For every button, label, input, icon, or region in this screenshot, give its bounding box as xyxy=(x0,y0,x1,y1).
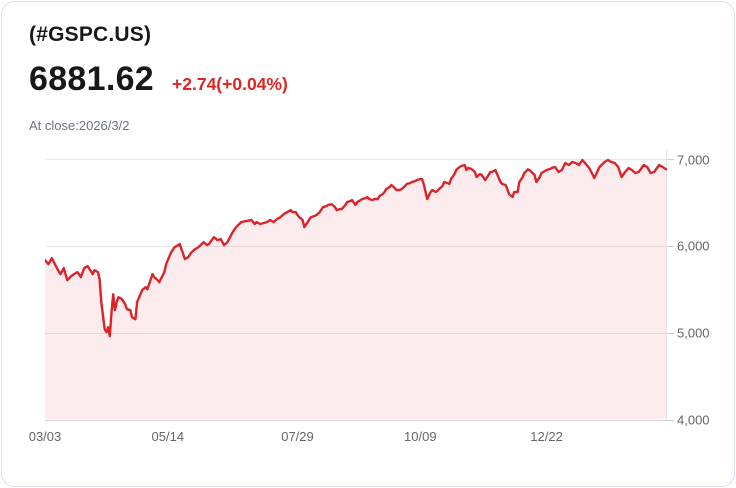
y-axis-label: 5,000 xyxy=(677,325,710,341)
y-gridline xyxy=(45,245,666,247)
x-axis-label: 10/09 xyxy=(404,428,437,444)
as-of-close: At close:2026/3/2 xyxy=(29,118,130,133)
x-axis-label: 05/14 xyxy=(151,428,185,444)
last-price: 6881.62 xyxy=(29,60,155,98)
y-axis-tick xyxy=(666,419,674,421)
chart-canvas xyxy=(45,158,668,420)
y-gridline xyxy=(45,419,666,421)
y-axis-label: 7,000 xyxy=(677,152,710,167)
x-axis-label: 07/29 xyxy=(281,428,314,444)
price-area-fill xyxy=(45,160,666,420)
price-row: 6881.62 +2.74(+0.04%) xyxy=(29,60,288,99)
y-axis-label: 4,000 xyxy=(677,412,710,428)
y-gridline xyxy=(45,159,666,160)
y-axis-tick xyxy=(666,159,674,160)
y-axis-tick xyxy=(666,245,674,247)
y-axis-tick xyxy=(666,332,674,334)
price-change: +2.74(+0.04%) xyxy=(172,74,288,94)
price-line xyxy=(45,158,668,338)
x-axis-label: 12/22 xyxy=(530,428,563,444)
price-chart[interactable]: 7,000 6,000 5,000 4,000 03/03 05/14 07/29 10/09… xyxy=(2,142,734,452)
symbol-title: (#GSPC.US) xyxy=(29,23,152,46)
right-axis-line xyxy=(666,150,667,420)
x-axis-label: 03/03 xyxy=(28,428,62,444)
y-axis-label: 6,000 xyxy=(677,238,710,254)
y-gridline xyxy=(45,332,666,334)
